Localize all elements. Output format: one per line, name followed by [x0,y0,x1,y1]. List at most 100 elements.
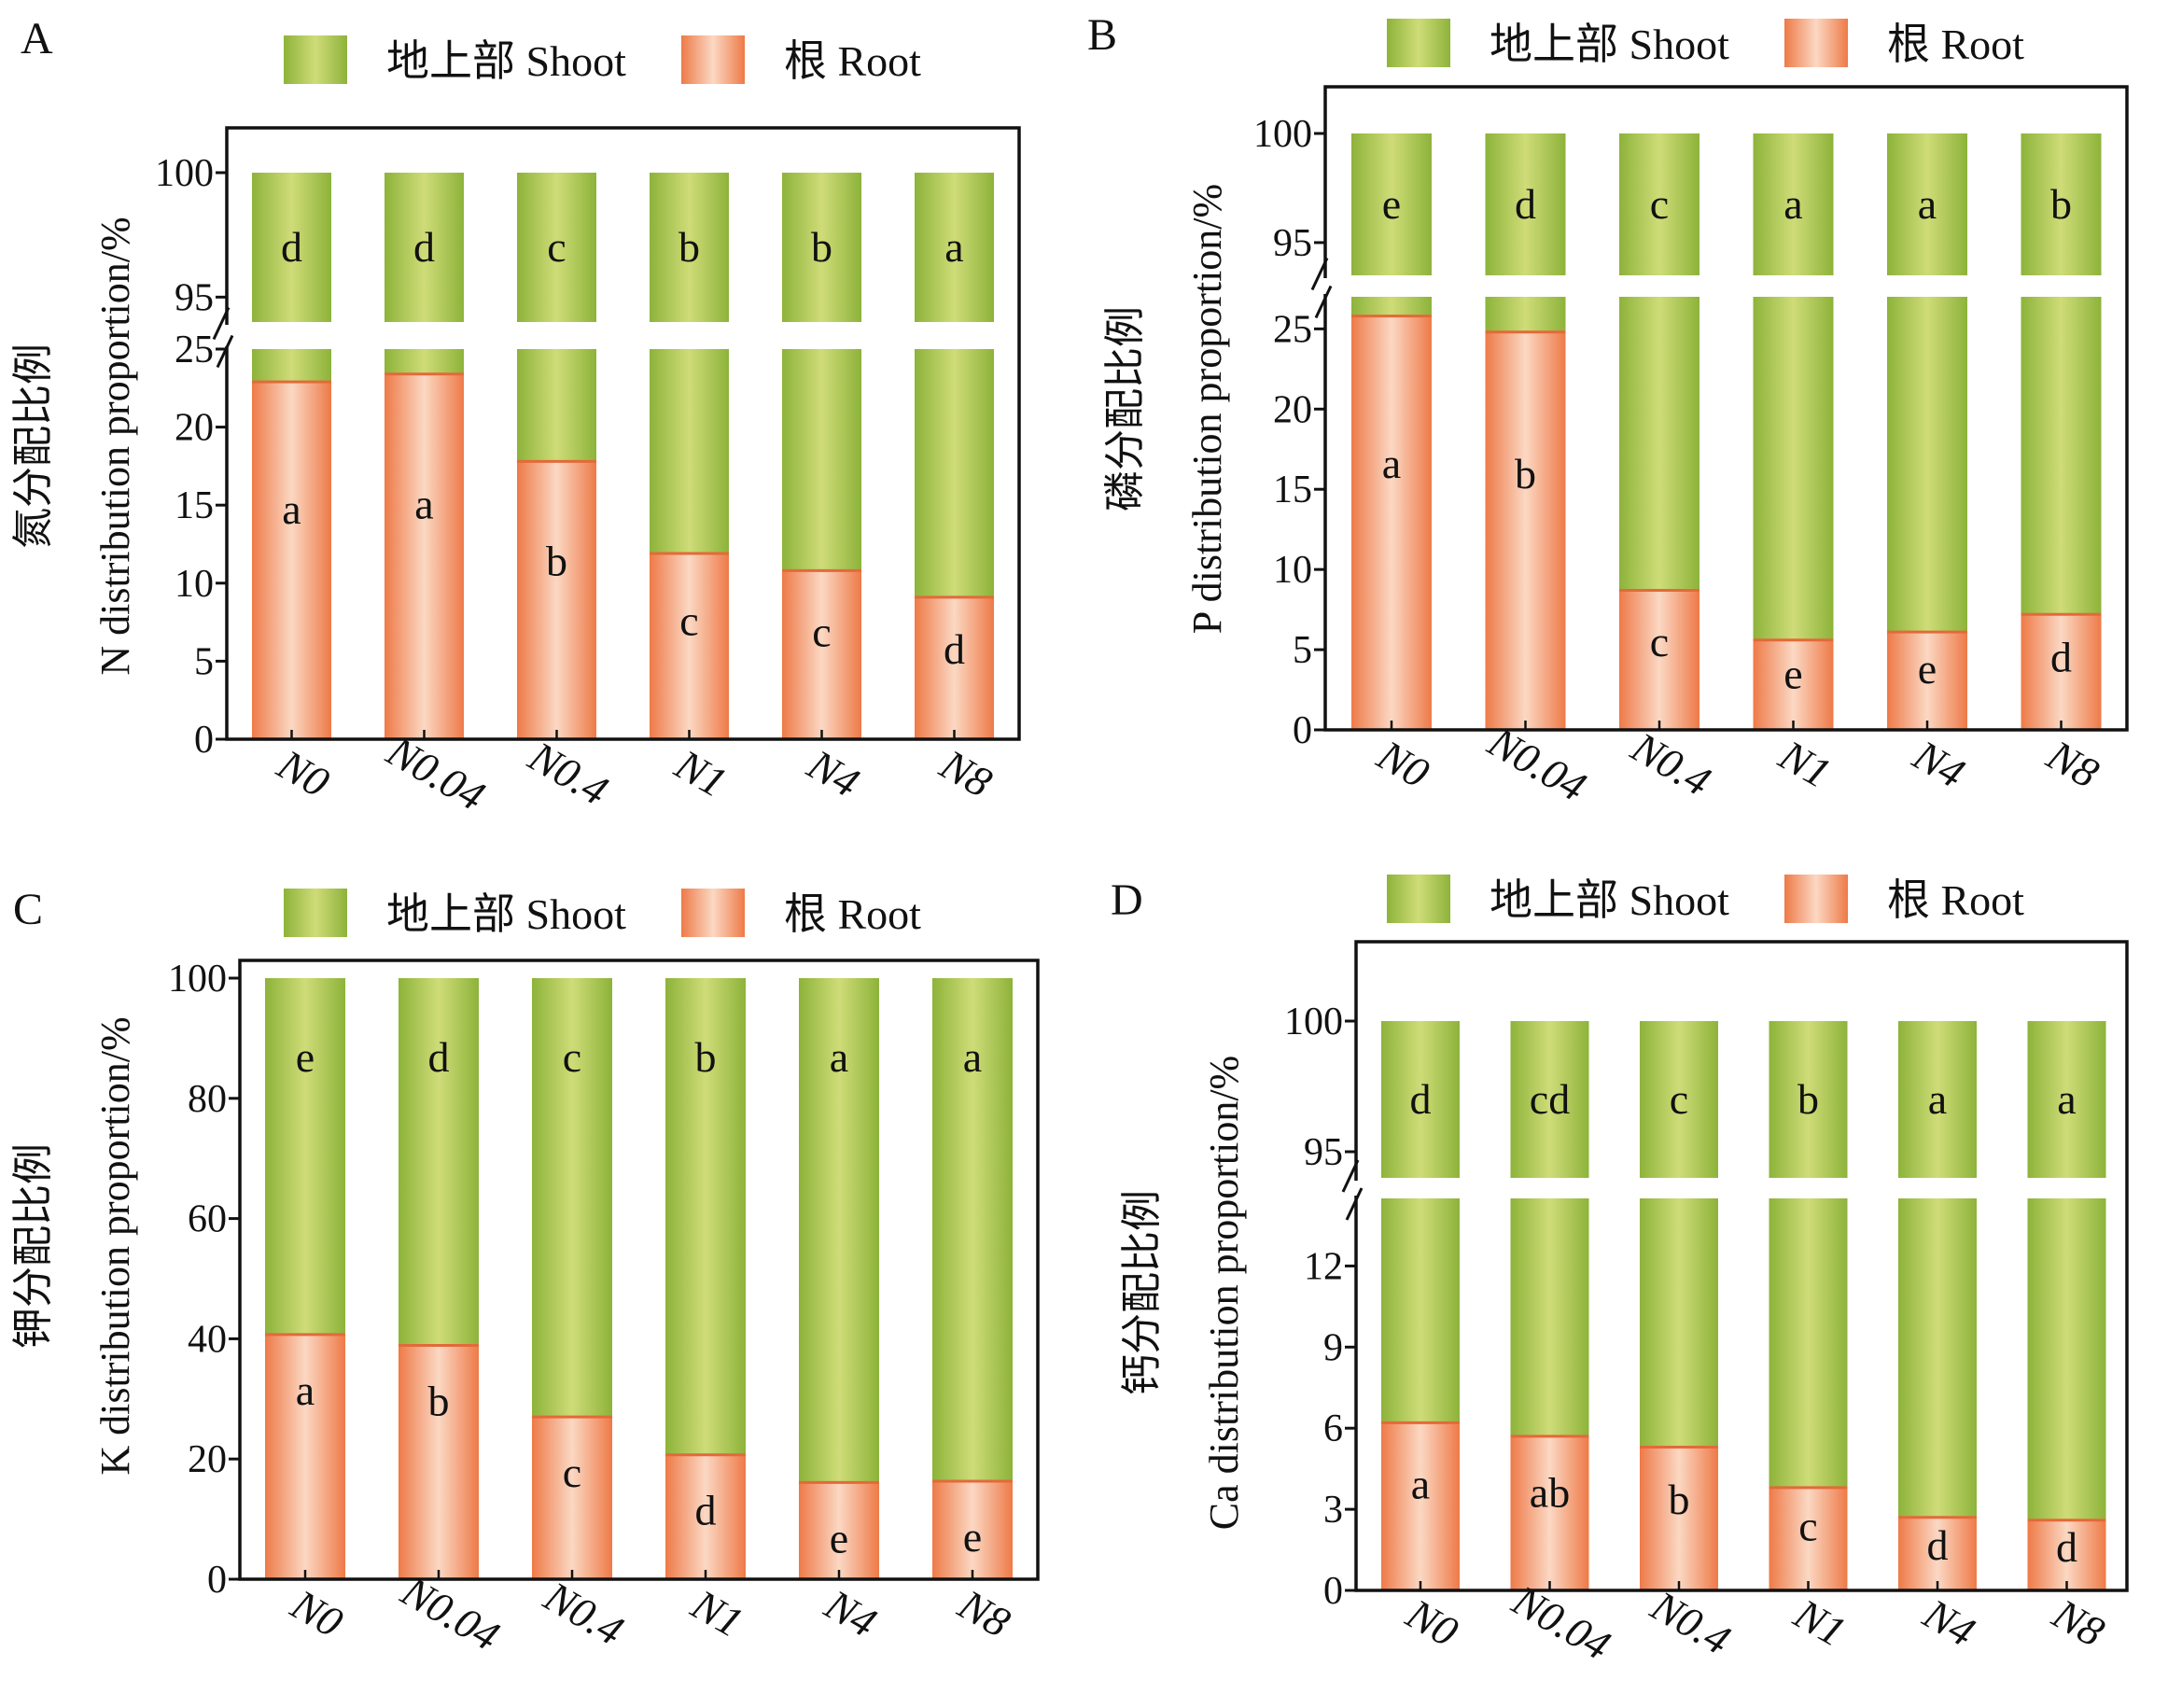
bar-shoot-lower [1887,297,1967,633]
root-letter: d [1927,1521,1949,1569]
bar-root [2027,1519,2106,1590]
legend-label-shoot: 地上部 Shoot [1490,876,1729,924]
bar-root [1640,1447,1718,1590]
shoot-letter: d [1515,180,1536,228]
bar-shoot-lower [1640,1198,1718,1448]
panel-label: C [13,885,43,934]
bar-shoot-upper [1381,1021,1460,1178]
bar-root [782,570,861,739]
category-label: N1 [683,1580,751,1647]
shoot-letter: a [1918,180,1937,228]
bar-shoot-upper [1510,1021,1589,1178]
bar-root [2021,614,2102,730]
y-tick-label: 60 [188,1198,227,1241]
bar-shoot-upper [1887,133,1967,275]
chart-panel-B: aeN0bdN0.04ccN0.4eaN1eaN4dbN805101520259… [1087,10,2129,810]
category-label: N4 [1915,1589,1983,1657]
root-letter: a [282,485,301,533]
bar-root [252,382,331,739]
plot-frame [238,959,1040,1581]
root-letter: d [2056,1523,2077,1571]
bar-shoot-upper [2021,133,2102,275]
y-axis-label-cn: 氮分配比例 [10,343,56,549]
shoot-letter: d [1410,1075,1432,1123]
bar-root [399,1345,479,1579]
bar-shoot-lower [1351,297,1432,316]
root-letter: a [1411,1460,1430,1507]
root-letter: b [1515,450,1536,497]
bar-root [265,1334,345,1579]
bar-shoot-lower [1753,297,1834,640]
bar-shoot-upper [385,173,464,322]
bar-shoot-lower [782,349,861,571]
shoot-letter: a [2057,1075,2076,1123]
plot-frame [1354,940,2129,1592]
root-letter: c [679,597,698,645]
root-letter: e [1783,650,1802,697]
bar-shoot-upper [2027,1021,2106,1178]
legend-label-shoot: 地上部 Shoot [386,890,626,938]
legend-swatch-root [681,889,745,937]
bar-root [1381,1422,1460,1590]
category-label: N4 [799,740,867,807]
bar-shoot [799,978,879,1483]
category-label: N4 [817,1580,885,1647]
root-letter: a [414,481,433,528]
y-axis-label-en: K distribution proportion/% [92,1016,138,1475]
chart-panel-D: adN0abcdN0.04bcN0.4cbN1daN4daN8036912951… [1111,875,2129,1669]
category-label: N1 [1770,731,1839,798]
shoot-letter: b [811,223,832,271]
bar-shoot-lower [385,349,464,374]
category-label: N0 [283,1580,351,1647]
y-tick-label: 95 [1273,222,1312,265]
y-tick-label: 100 [168,958,227,1001]
y-tick-label: 95 [1304,1131,1343,1174]
shoot-letter: a [963,1033,982,1081]
root-letter: a [1382,440,1401,487]
shoot-letter: a [1783,180,1802,228]
legend-swatch-root [681,35,745,84]
bar-shoot-lower [915,349,994,597]
axis-break-mark [1310,257,1329,291]
legend-swatch-shoot [284,35,347,84]
bar-shoot [532,978,612,1418]
y-tick-label: 20 [1273,388,1312,431]
root-letter: e [1918,645,1937,693]
chart-panel-A: adN0adN0.04bcN0.4cbN1cbN4daN805101520259… [10,14,1021,819]
bar-root [1485,331,1566,730]
y-axis-label-en: N distribution proportion/% [92,217,138,675]
category-label: N8 [931,740,1000,807]
y-axis-label-en: P distribution proportion/% [1184,184,1230,634]
root-letter: ab [1530,1469,1570,1517]
bar-shoot-lower [2027,1198,2106,1520]
plot-frame [1323,85,2129,732]
y-tick-label: 40 [188,1318,227,1361]
bar-shoot-upper [1351,133,1432,275]
bar-root [665,1454,746,1579]
bar-root [1769,1487,1848,1590]
category-label: N8 [2044,1589,2112,1657]
bar-shoot-lower [650,349,729,554]
axis-break-mark [216,334,234,369]
bar-shoot-lower [1381,1198,1460,1423]
root-letter: b [428,1377,450,1424]
shoot-letter: c [547,223,566,271]
y-axis-label-cn: 磷分配比例 [1102,306,1148,511]
legend-label-root: 根 Root [1887,876,2024,924]
bar-root [1619,590,1699,730]
axis-break-mark [1345,1187,1364,1221]
category-label: N0 [1369,731,1437,798]
y-tick-label: 15 [1273,469,1312,511]
bar-shoot-lower [517,349,596,462]
shoot-letter: d [428,1033,450,1081]
bar-shoot-lower [1510,1198,1589,1436]
legend: 地上部 Shoot 根 Root [1387,875,2024,924]
legend: 地上部 Shoot 根 Root [1387,19,2024,68]
shoot-letter: b [1797,1075,1819,1123]
bar-shoot-upper [1898,1021,1977,1178]
shoot-letter: e [1382,180,1401,228]
legend: 地上部 Shoot 根 Root [284,889,921,938]
root-letter: c [812,609,831,656]
shoot-letter: d [413,223,435,271]
bar-shoot-upper [1753,133,1834,275]
